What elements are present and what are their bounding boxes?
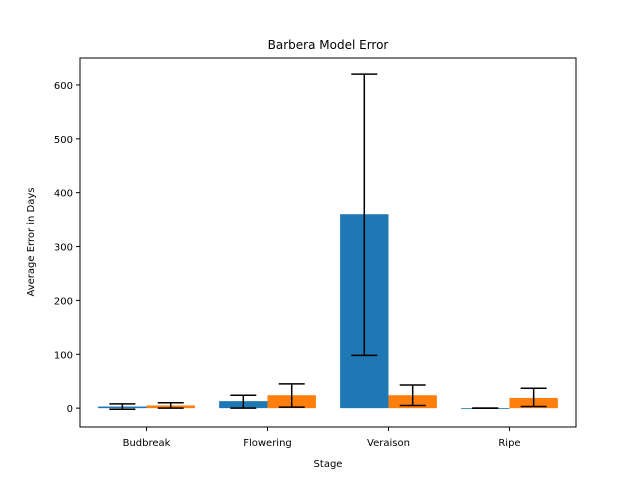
plot-area: 0 100 200 300 400 500 600 Budbreak Flowering Vera…	[54, 57, 577, 449]
y-axis-label: Average Error in Days	[26, 187, 37, 296]
chart-title: Barbera Model Error	[268, 38, 389, 52]
x-tick-label-3: Ripe	[498, 438, 520, 449]
y-tick-label-500: 500	[54, 135, 73, 146]
y-tick-label-300: 300	[54, 243, 73, 254]
y-tick-label-600: 600	[54, 81, 73, 92]
x-tick-label-1: Flowering	[243, 438, 292, 449]
x-axis-label: Stage	[314, 459, 343, 470]
x-tick-label-2: Veraison	[367, 438, 410, 449]
y-tick-label-400: 400	[54, 189, 73, 200]
plot-frame	[79, 57, 577, 428]
y-tick-label-100: 100	[54, 350, 73, 361]
y-tick-label-0: 0	[67, 404, 73, 415]
y-tick-label-200: 200	[54, 296, 73, 307]
x-tick-label-0: Budbreak	[123, 438, 171, 449]
